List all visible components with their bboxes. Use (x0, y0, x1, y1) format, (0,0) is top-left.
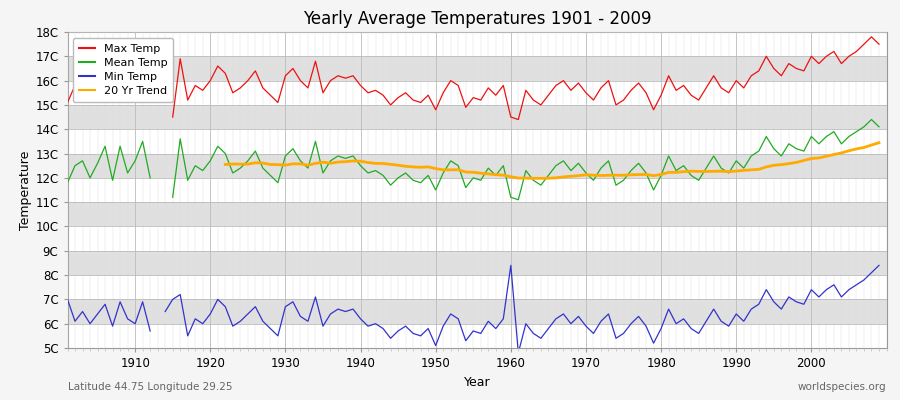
Bar (68, 299, 886, 324)
Bar (68, 154, 886, 178)
Bar (68, 202, 886, 226)
Bar (68, 105, 886, 129)
X-axis label: Year: Year (464, 376, 490, 388)
Bar (68, 251, 886, 275)
Y-axis label: Temperature: Temperature (20, 150, 32, 230)
Bar (68, 275, 886, 299)
Bar (68, 324, 886, 348)
Title: Yearly Average Temperatures 1901 - 2009: Yearly Average Temperatures 1901 - 2009 (302, 10, 652, 28)
Bar (68, 129, 886, 154)
Text: worldspecies.org: worldspecies.org (798, 382, 886, 392)
Bar (68, 81, 886, 105)
Bar (68, 56, 886, 81)
Bar (68, 32, 886, 56)
Legend: Max Temp, Mean Temp, Min Temp, 20 Yr Trend: Max Temp, Mean Temp, Min Temp, 20 Yr Tre… (73, 38, 174, 102)
Bar (68, 178, 886, 202)
Bar (68, 226, 886, 251)
Text: Latitude 44.75 Longitude 29.25: Latitude 44.75 Longitude 29.25 (68, 382, 232, 392)
